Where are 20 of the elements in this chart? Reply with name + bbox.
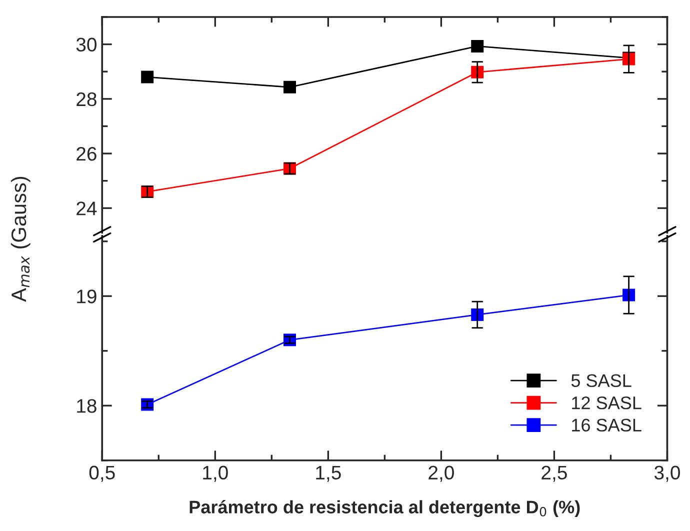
- y-tick-label: 24: [76, 202, 97, 216]
- legend-label: 16 SASL: [572, 418, 642, 432]
- legend-label: 5 SASL: [571, 374, 632, 388]
- y-axis-title: A$_{max}$ (Gauss): [10, 176, 30, 302]
- legend-label: 12 SASL: [572, 396, 642, 410]
- x-tick-label: 1,5: [316, 466, 341, 482]
- x-tick-label: 1,0: [203, 466, 228, 482]
- x-tick-label: 2,5: [542, 466, 567, 482]
- x-tick-label: 3,0: [654, 466, 680, 482]
- y-tick-label: 30: [76, 38, 96, 52]
- x-tick-label: 0,5: [89, 466, 115, 482]
- y-tick-label: 26: [76, 146, 96, 161]
- x-axis-title: Parámetro de resistencia al detergente D$_{0}$ (%): [190, 500, 580, 518]
- y-tick-label: 18: [77, 399, 96, 413]
- y-tick-label: 28: [76, 92, 96, 106]
- point: [471, 40, 484, 52]
- y-tick-label: 19: [77, 290, 96, 304]
- x-tick-label: 2,0: [428, 466, 454, 482]
- point: [283, 80, 296, 94]
- point: [141, 70, 154, 84]
